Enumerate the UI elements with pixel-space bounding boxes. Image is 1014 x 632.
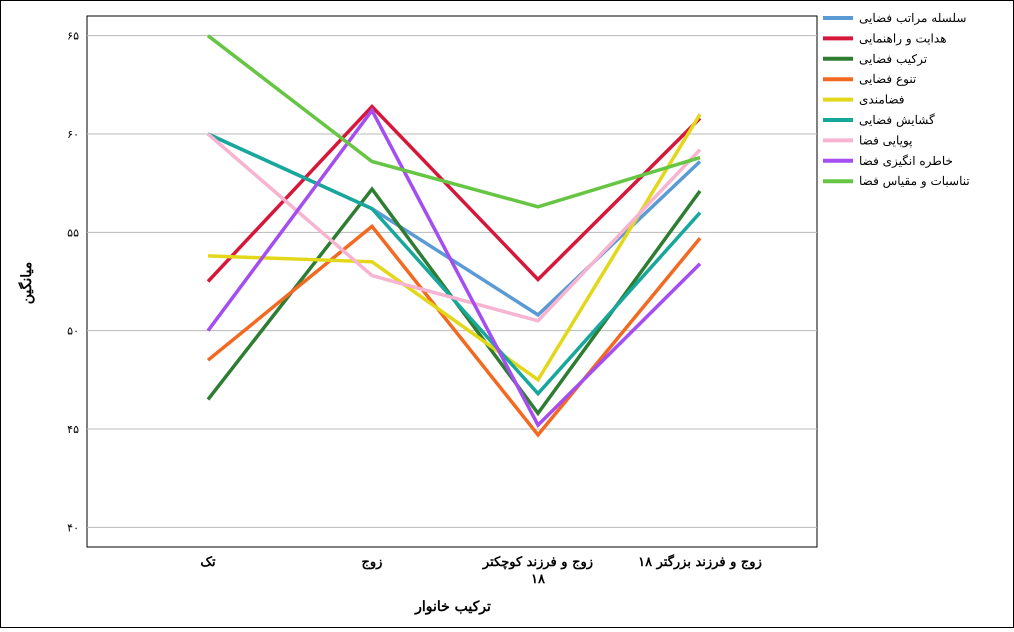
y-tick-label: ۵۰ xyxy=(67,325,79,338)
legend-label: خاطره انگیزی فضا xyxy=(859,154,953,168)
legend-label: فضامندی xyxy=(859,93,905,107)
y-tick-label: ۶۰ xyxy=(67,128,79,141)
y-tick-label: ۴۵ xyxy=(67,423,79,436)
series-line xyxy=(207,132,702,397)
legend-label: ترکیب فضایی xyxy=(859,52,927,66)
legend-label: تناسبات و مقیاس فضا xyxy=(859,174,970,188)
legend-label: هدایت و راهنمایی xyxy=(859,31,947,45)
y-tick-label: ۶۵ xyxy=(67,30,79,43)
plot-area xyxy=(86,15,818,548)
y-tick-label: ۴۰ xyxy=(67,521,79,534)
x-category-label: زوج و فرزند بزرگتر ۱۸ xyxy=(638,553,762,570)
x-axis-title: ترکیب خانوار xyxy=(414,599,491,615)
series-lines xyxy=(206,34,702,438)
series-line xyxy=(206,103,702,283)
series-line xyxy=(207,113,702,383)
legend-label: گشایش فضایی xyxy=(859,113,935,127)
x-category-label: زوج و فرزند کوچکتر ۱۸ xyxy=(482,555,593,587)
legend-label: پویایی فضا xyxy=(859,133,913,147)
y-axis-title: میانگین xyxy=(18,262,35,305)
x-category-label: تک xyxy=(200,555,216,570)
series-line xyxy=(206,132,702,323)
x-axis-categories: تک زوج زوج و فرزند کوچکتر ۱۸ زوج و فرزند بزر… xyxy=(200,553,762,587)
series-line xyxy=(206,107,702,429)
legend-label: سلسله مراتب فضایی xyxy=(859,11,966,25)
x-category-label: زوج xyxy=(362,555,383,570)
series-line xyxy=(206,34,701,209)
legend-label: تنوع فضایی xyxy=(859,72,916,86)
y-axis-ticks: ۴۰ ۴۵ ۵۰ ۵۵ ۶۰ ۶۵ xyxy=(67,30,79,535)
legend: سلسله مراتب فضایی هدایت و راهنمایی ترکیب ف… xyxy=(823,11,970,188)
series-line xyxy=(206,223,702,438)
y-tick-label: ۵۵ xyxy=(67,226,79,239)
